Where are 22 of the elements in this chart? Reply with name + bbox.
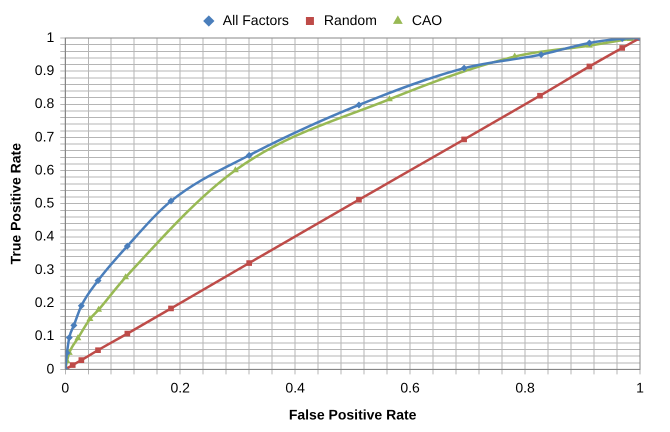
x-axis-title: False Positive Rate [288, 406, 417, 422]
y-tick-label: 0.6 [34, 161, 54, 178]
legend-label: CAO [412, 12, 442, 28]
x-tick-label: 1 [636, 380, 644, 396]
y-tick-label: 0.8 [34, 95, 54, 112]
y-tick-label: 0.9 [34, 62, 54, 78]
y-tick-label: 0.5 [34, 194, 54, 211]
x-tick-label: 0.6 [400, 380, 420, 396]
y-tick-label: 0.4 [34, 228, 54, 244]
legend-label: All Factors [222, 12, 289, 28]
legend-label: Random [324, 12, 377, 28]
y-tick-label: 1 [46, 28, 54, 45]
y-tick-label: 0.2 [34, 294, 54, 310]
y-tick-label: 0.7 [34, 128, 54, 144]
y-axis-title: True Positive Rate [7, 142, 24, 264]
x-tick-label: 0 [61, 380, 70, 396]
x-tick-label: 0.8 [515, 380, 535, 396]
y-tick-label: 0.3 [34, 260, 54, 277]
x-tick-label: 0.2 [170, 380, 190, 396]
y-tick-label: 0 [46, 360, 54, 376]
x-tick-label: 0.4 [285, 380, 306, 396]
y-tick-label: 0.1 [34, 327, 54, 344]
